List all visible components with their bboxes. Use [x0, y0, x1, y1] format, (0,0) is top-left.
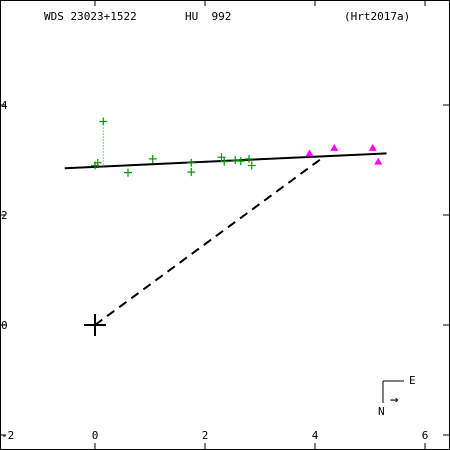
- observation-plus-marker: [124, 168, 132, 177]
- orbit-line: [64, 152, 387, 170]
- y-tick-label: 2: [1, 209, 8, 222]
- observation-plus-marker: [148, 154, 157, 163]
- x-tick-label: 6: [422, 429, 429, 442]
- observation-plus-marker: [99, 117, 108, 126]
- discoverer-label: HU 992: [185, 10, 231, 23]
- observation-plus-marker: [220, 157, 229, 166]
- primary-star-marker: [84, 314, 106, 336]
- compass-arrow-icon: →: [390, 392, 398, 408]
- x-tick-label: 4: [312, 429, 319, 442]
- observation-plus-marker: [245, 154, 253, 163]
- x-tick-label: 0: [92, 429, 99, 442]
- x-axis-ticks: -20246: [92, 0, 429, 449]
- observation-plus-marker: [236, 157, 245, 166]
- observation-markers: [91, 117, 383, 177]
- compass-east-label: E: [409, 374, 416, 387]
- compass-north-label: N: [378, 405, 385, 418]
- observation-plus-marker: [91, 161, 99, 170]
- x-tick-label: 2: [202, 429, 209, 442]
- observation-plus-marker: [231, 156, 240, 164]
- observation-triangle-marker: [305, 149, 314, 157]
- observation-plus-marker: [247, 161, 256, 170]
- y-tick-label: 4: [1, 99, 8, 112]
- y-axis-ticks: -2 0 2 4: [0, 99, 449, 442]
- wds-id-label: WDS 23023+1522: [44, 10, 137, 23]
- observation-triangle-marker: [374, 157, 383, 165]
- compass-rose: E N →: [378, 374, 416, 418]
- observation-triangle-marker: [330, 143, 339, 151]
- observation-plus-marker: [187, 168, 196, 177]
- observation-triangle-marker: [368, 143, 377, 151]
- node-line: [94, 156, 324, 326]
- y-tick-label: 0: [1, 319, 8, 332]
- y-tick-label: -2: [1, 429, 14, 442]
- reference-label: (Hrt2017a): [344, 10, 410, 23]
- observation-plus-marker: [187, 158, 196, 167]
- observation-plus-marker: [217, 153, 226, 162]
